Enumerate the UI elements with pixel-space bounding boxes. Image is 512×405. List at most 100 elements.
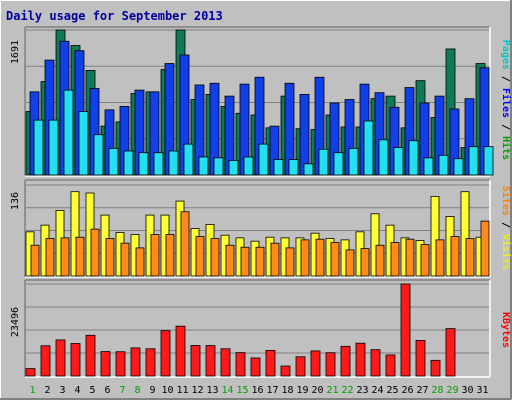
x-tick-label-day-11: 11 [176, 385, 188, 396]
bar-sites-day-31 [480, 220, 490, 277]
series-visits [25, 191, 485, 277]
x-tick-label-day-13: 13 [206, 385, 218, 396]
bar-kbytes-day-9 [145, 348, 156, 377]
bar-kbytes-day-21 [325, 352, 336, 377]
bar-pages-day-8 [138, 152, 149, 176]
bar-sites-day-23 [360, 248, 370, 277]
bar-sites-day-20 [315, 238, 325, 277]
bar-sites-day-7 [120, 242, 130, 277]
side-legend-part: Hits [500, 136, 512, 160]
bar-kbytes-day-18 [280, 365, 291, 377]
bar-kbytes-day-24 [370, 349, 381, 377]
bar-sites-day-17 [270, 242, 280, 277]
x-tick-label-day-30: 30 [461, 385, 473, 396]
bar-sites-day-25 [390, 242, 400, 277]
bar-kbytes-day-4 [70, 343, 81, 377]
bar-pages-day-15 [243, 156, 254, 176]
bar-pages-day-1 [33, 119, 44, 176]
bar-kbytes-day-15 [235, 352, 246, 377]
x-tick-label-day-23: 23 [356, 385, 368, 396]
bar-kbytes-day-19 [295, 356, 306, 377]
bar-pages-day-30 [468, 146, 479, 176]
bar-pages-day-2 [48, 119, 59, 176]
x-tick-label-day-6: 6 [104, 385, 110, 396]
bar-kbytes-day-6 [100, 351, 111, 377]
bar-visits-day-30 [460, 191, 470, 277]
bar-pages-day-23 [363, 120, 374, 176]
bar-sites-day-1 [30, 244, 40, 277]
panel-side-legend: Sites / Visits [500, 186, 512, 270]
bar-kbytes-day-25 [385, 354, 396, 377]
bar-sites-day-22 [345, 249, 355, 277]
bar-visits-day-4 [70, 191, 80, 277]
bar-sites-day-19 [300, 239, 310, 277]
x-tick-label-day-16: 16 [251, 385, 263, 396]
bar-kbytes-day-13 [205, 345, 216, 377]
bar-sites-day-29 [450, 236, 460, 277]
bar-pages-day-29 [453, 158, 464, 176]
x-tick-label-day-31: 31 [476, 385, 488, 396]
series-sites [30, 211, 490, 277]
bar-pages-day-6 [108, 148, 119, 176]
side-legend-part: / [500, 216, 511, 234]
x-tick-label-day-24: 24 [371, 385, 383, 396]
bar-pages-day-4 [78, 111, 89, 176]
bar-kbytes-day-11 [175, 325, 186, 377]
bar-pages-day-20 [318, 148, 329, 176]
bar-files-day-19 [299, 93, 310, 176]
bar-sites-day-9 [150, 234, 160, 277]
x-axis: 1 2 3 4 5 6 7 8 9 10 11 12 13 14 15 16 17 18 19 20 21 22 23 24 2… [29, 385, 488, 396]
side-legend-part: Pages [500, 40, 511, 70]
bar-pages-day-25 [393, 147, 404, 176]
series-kbytes [25, 283, 456, 377]
bar-pages-day-3 [63, 89, 74, 176]
bar-kbytes-day-12 [190, 345, 201, 377]
bar-sites-day-8 [135, 247, 145, 277]
x-tick-label-day-29: 29 [446, 385, 458, 396]
side-legend-part: KBytes [500, 312, 511, 348]
x-tick-label-day-18: 18 [281, 385, 293, 396]
bar-kbytes-day-8 [130, 347, 141, 377]
bar-sites-day-13 [210, 238, 220, 277]
side-legend-part: Sites [500, 186, 512, 216]
panel-visits-sites: 136 Sites / Visits [10, 179, 512, 278]
bar-sites-day-27 [420, 244, 430, 277]
panel-hits-files-pages: 1691 Pages / Files / Hits [10, 26, 512, 177]
bar-kbytes-day-29 [445, 328, 456, 377]
chart-title: Daily usage for September 2013 [6, 9, 223, 23]
bar-pages-day-10 [168, 150, 179, 176]
x-tick-label-day-19: 19 [296, 385, 308, 396]
bar-kbytes-day-26 [400, 283, 411, 377]
bar-kbytes-day-27 [415, 340, 426, 377]
x-tick-label-day-22: 22 [341, 385, 353, 396]
x-tick-label-day-4: 4 [74, 385, 80, 396]
bar-sites-day-11 [180, 211, 190, 277]
x-tick-label-day-5: 5 [89, 385, 95, 396]
x-tick-label-day-10: 10 [161, 385, 173, 396]
side-legend-part: / [500, 118, 511, 136]
bar-sites-day-18 [285, 247, 295, 277]
panel-kbytes: 23496 KBytes [10, 279, 511, 378]
bar-pages-day-14 [228, 160, 239, 176]
bar-sites-day-3 [60, 237, 70, 277]
bar-sites-day-21 [330, 242, 340, 277]
x-tick-label-day-15: 15 [236, 385, 248, 396]
bar-kbytes-day-16 [250, 357, 261, 377]
bar-sites-day-24 [375, 244, 385, 277]
bar-kbytes-day-3 [55, 339, 66, 377]
x-tick-label-day-26: 26 [401, 385, 413, 396]
x-tick-label-day-7: 7 [119, 385, 125, 396]
bar-kbytes-day-28 [430, 359, 441, 377]
panel-max-label: 23496 [10, 307, 21, 337]
bar-kbytes-day-20 [310, 350, 321, 377]
x-tick-label-day-8: 8 [134, 385, 140, 396]
bar-visits-day-28 [430, 195, 440, 277]
side-legend-part: Files [500, 88, 512, 118]
x-tick-label-day-2: 2 [44, 385, 50, 396]
panel-max-label: 1691 [10, 40, 21, 64]
x-tick-label-day-21: 21 [326, 385, 338, 396]
x-tick-label-day-17: 17 [266, 385, 278, 396]
bar-sites-day-30 [465, 238, 475, 277]
bar-kbytes-day-7 [115, 351, 126, 377]
